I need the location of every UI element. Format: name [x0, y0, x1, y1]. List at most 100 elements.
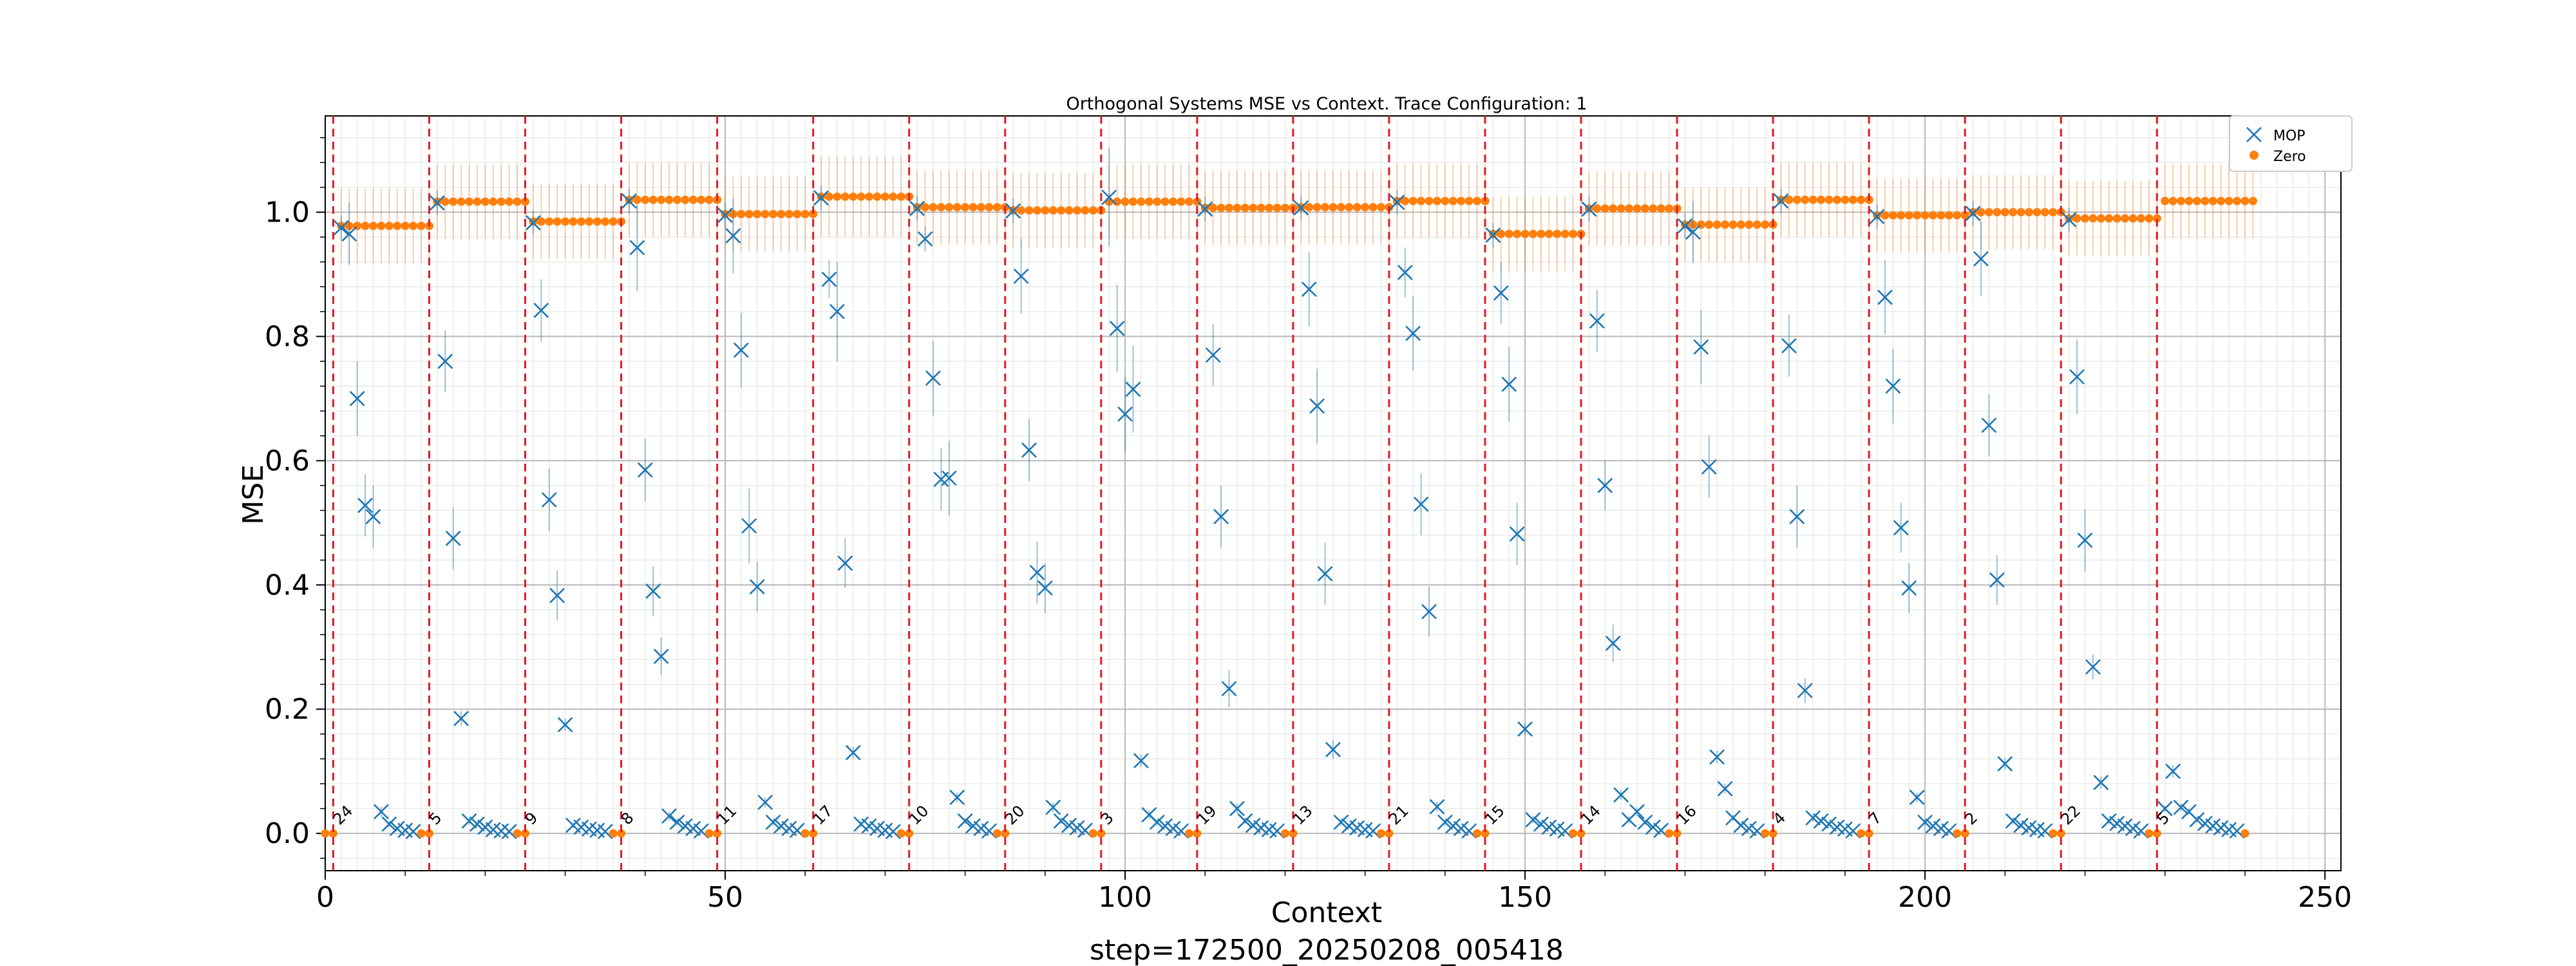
zero-point — [1497, 229, 1506, 238]
mop-point — [1909, 790, 1925, 806]
zero-point — [1937, 211, 1946, 220]
zero-point — [1368, 203, 1378, 212]
zero-point — [601, 217, 610, 226]
mop-point — [2165, 763, 2181, 779]
mop-point — [941, 470, 957, 486]
zero-point — [1249, 204, 1258, 213]
zero-point — [905, 829, 914, 838]
mop-point — [1197, 201, 1213, 217]
mop-point — [1013, 268, 1029, 284]
mop-point — [1437, 814, 1453, 830]
mop-point — [1485, 227, 1501, 243]
zero-point — [769, 209, 778, 218]
zero-point — [889, 192, 898, 201]
zero-point — [321, 829, 330, 838]
mop-point — [1893, 520, 1909, 536]
zero-point — [513, 829, 522, 838]
zero-point — [688, 195, 697, 204]
zero-point — [1017, 206, 1026, 215]
mop-point — [653, 649, 669, 665]
zero-point — [1289, 829, 1298, 838]
zero-point — [1408, 196, 1417, 205]
zero-point — [873, 192, 882, 201]
mop-point — [909, 200, 925, 216]
legend: MOP Zero — [2229, 115, 2353, 172]
legend-mop-marker — [2246, 127, 2262, 142]
zero-point — [1081, 206, 1090, 215]
mop-point — [1701, 459, 1717, 475]
zero-point — [480, 197, 489, 206]
zero-point — [1169, 197, 1178, 206]
zero-point — [1153, 197, 1162, 206]
zero-point — [761, 209, 770, 218]
y-tick-label: 0.8 — [265, 320, 310, 353]
mop-point — [445, 531, 461, 546]
mop-point — [845, 744, 861, 761]
mop-point — [1045, 799, 1061, 815]
zero-point — [497, 197, 506, 206]
zero-point — [1448, 196, 1457, 205]
zero-point — [1616, 204, 1625, 213]
zero-point — [681, 195, 690, 204]
mop-point — [1629, 804, 1645, 820]
zero-point — [744, 209, 753, 218]
x-tick-label: 150 — [1498, 881, 1552, 914]
zero-point — [1857, 195, 1866, 204]
zero-point — [1841, 195, 1850, 204]
mop-point — [1405, 325, 1421, 341]
zero-point — [632, 195, 641, 204]
zero-point — [521, 197, 530, 206]
zero-point — [561, 217, 570, 226]
mop-point — [1205, 347, 1221, 363]
zero-point — [1593, 204, 1602, 213]
mop-point — [405, 824, 421, 840]
zero-point — [1193, 829, 1202, 838]
mop-point — [1325, 741, 1341, 757]
zero-point — [1913, 211, 1922, 220]
y-tick-label: 1.0 — [265, 196, 310, 229]
zero-point — [384, 222, 393, 231]
zero-point — [657, 195, 666, 204]
y-tick-label: 0.4 — [265, 569, 310, 601]
mop-point — [1429, 799, 1445, 815]
zero-point — [2136, 214, 2145, 223]
zero-point — [609, 217, 618, 226]
mop-point — [1509, 526, 1525, 542]
zero-point — [1048, 206, 1057, 215]
zero-point — [2217, 196, 2226, 205]
zero-point — [705, 195, 714, 204]
zero-point — [1848, 195, 1857, 204]
mop-point — [437, 354, 453, 369]
zero-point — [673, 195, 682, 204]
mop-point — [1533, 816, 1549, 832]
zero-point — [1888, 211, 1897, 220]
zero-point — [1721, 220, 1730, 229]
zero-point — [545, 217, 554, 226]
mop-point — [1213, 509, 1229, 525]
mop-point — [829, 303, 845, 319]
mop-point — [541, 492, 557, 508]
zero-point — [2240, 196, 2249, 205]
zero-point — [2088, 214, 2098, 223]
zero-point — [1904, 211, 1913, 220]
zero-point — [840, 192, 849, 201]
mop-point — [1877, 289, 1893, 305]
zero-point — [1137, 197, 1146, 206]
zero-point — [1960, 211, 1969, 220]
x-tick-label: 250 — [2298, 881, 2352, 914]
zero-point — [1025, 206, 1034, 215]
zero-point — [440, 197, 450, 206]
zero-point — [2145, 214, 2154, 223]
mop-point — [1109, 320, 1125, 336]
mop-point — [1117, 406, 1133, 422]
zero-point — [377, 222, 386, 231]
zero-point — [1280, 204, 1289, 213]
zero-point — [1960, 829, 1969, 838]
zero-point — [985, 203, 994, 212]
zero-point — [1953, 211, 1962, 220]
mop-point — [453, 710, 469, 726]
zero-point — [2081, 214, 2090, 223]
mop-point — [1053, 813, 1069, 829]
zero-point — [1649, 204, 1658, 213]
